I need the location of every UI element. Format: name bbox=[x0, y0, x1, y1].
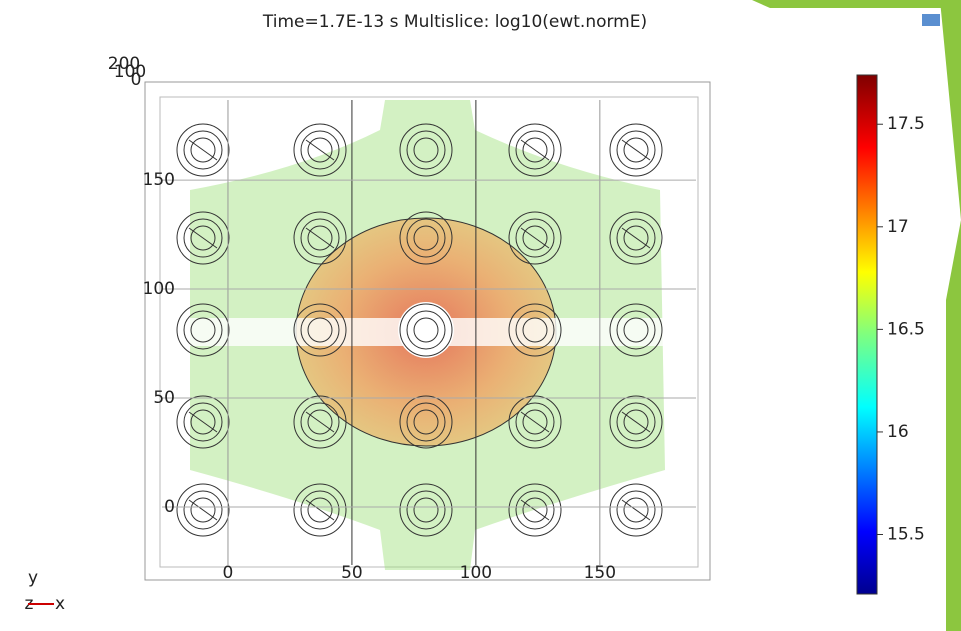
y-tick-label: 0 bbox=[164, 497, 175, 517]
y-tick-label: 100 bbox=[143, 279, 175, 299]
x-tick-label: 100 bbox=[460, 563, 492, 583]
colorbar bbox=[857, 75, 877, 594]
screenshot: Time=1.7E-13 s Multislice: log10(ewt.nor… bbox=[0, 0, 961, 631]
field-plot bbox=[145, 82, 710, 580]
x-tick-label: 150 bbox=[584, 563, 616, 583]
x-tick-label: 50 bbox=[341, 563, 363, 583]
x-tick-label: 0 bbox=[223, 563, 234, 583]
y-tick-label: 150 bbox=[143, 170, 175, 190]
colorbar-tick-label: 16 bbox=[887, 422, 909, 442]
triad-x: x bbox=[55, 594, 65, 614]
triad-y: y bbox=[28, 568, 38, 588]
hole bbox=[398, 302, 454, 358]
plot-title: Time=1.7E-13 s Multislice: log10(ewt.nor… bbox=[262, 12, 647, 32]
toolbar-icon[interactable] bbox=[922, 14, 940, 26]
colorbar-tick-label: 17 bbox=[887, 217, 909, 237]
y-tick-label: 50 bbox=[153, 388, 175, 408]
slide-decoration bbox=[940, 0, 961, 631]
colorbar-tick-label: 16.5 bbox=[887, 319, 925, 339]
slide-decoration bbox=[752, 0, 961, 8]
colorbar-tick-label: 17.5 bbox=[887, 114, 925, 134]
depth-label: 0 bbox=[131, 70, 142, 90]
colorbar-tick-label: 15.5 bbox=[887, 525, 925, 545]
